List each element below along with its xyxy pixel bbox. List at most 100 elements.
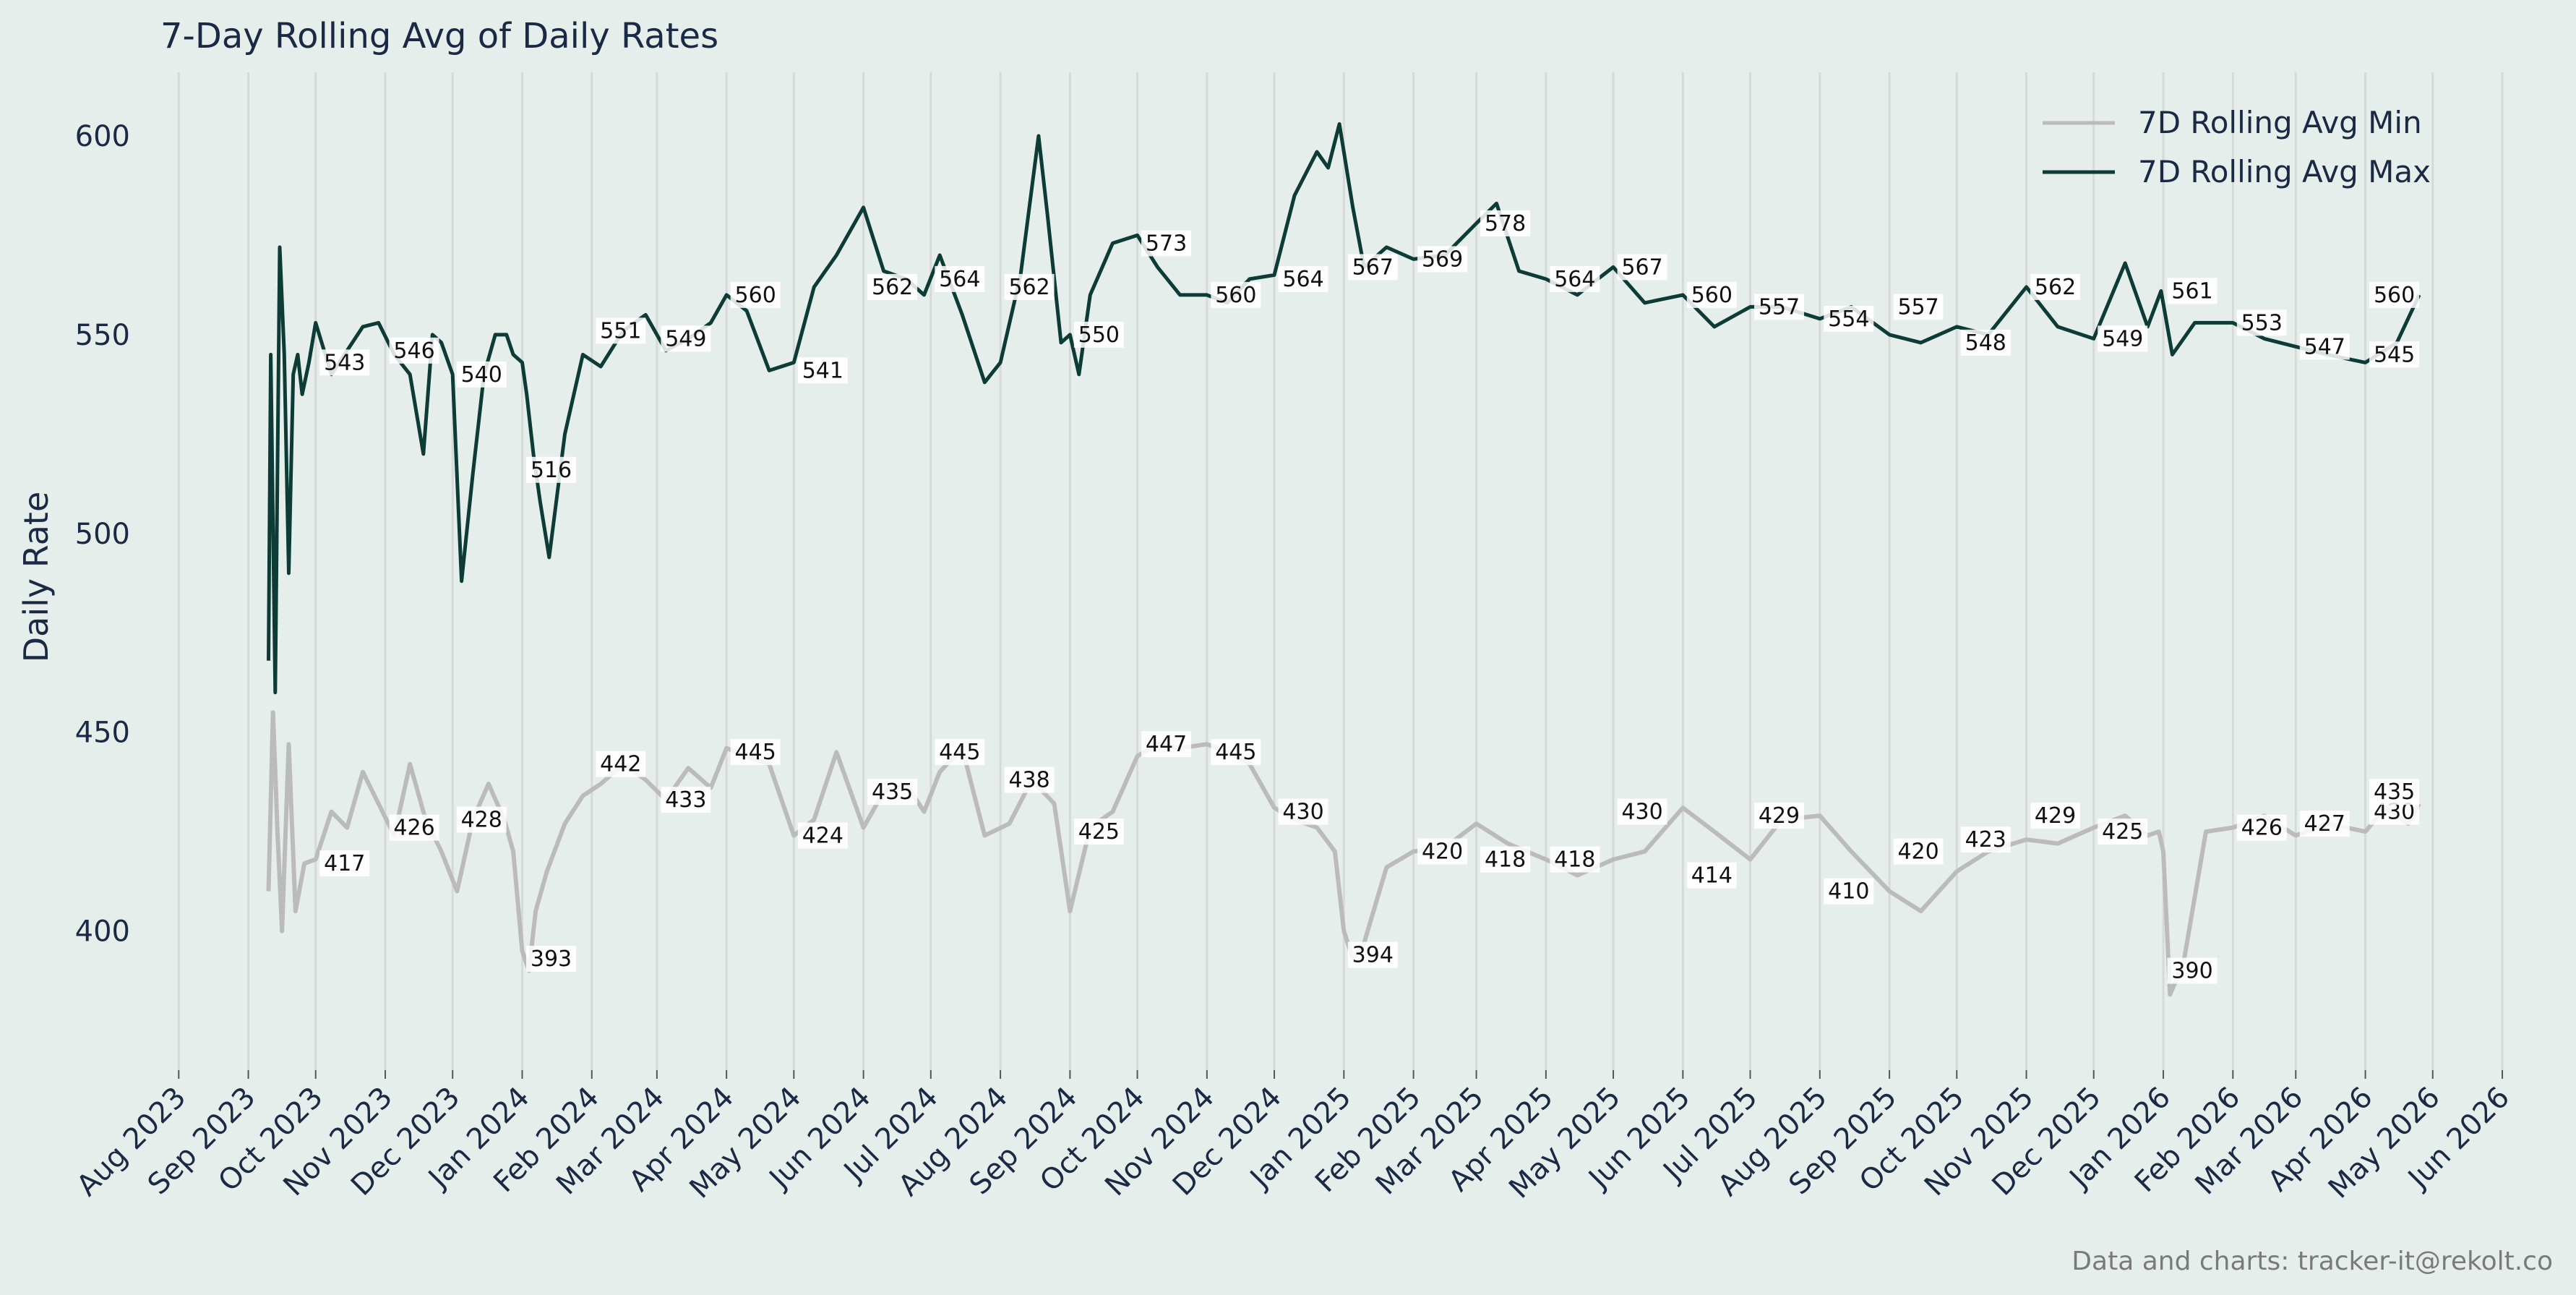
max-annotation: 573 (1141, 230, 1192, 257)
annotations: 417 426 428 393 442 433 445 424 435 445 438 425 447 4… (319, 210, 2420, 984)
annotation-value: 560 (2374, 283, 2415, 308)
annotation-value: 429 (1759, 803, 1800, 829)
legend-label-max: 7D Rolling Avg Max (2138, 154, 2431, 189)
min-annotation: 426 (2236, 814, 2287, 841)
min-annotation: 445 (1211, 739, 1261, 766)
annotation-box (2030, 273, 2081, 300)
annotation-box (1480, 846, 1531, 873)
annotation-value: 553 (2241, 310, 2283, 335)
annotation-value: 569 (1422, 247, 1463, 272)
footer-credit: Data and charts: tracker-it@rekolt.co (2071, 1247, 2553, 1276)
annotation-box (1686, 281, 1737, 308)
annotation-box (389, 337, 439, 364)
annotation-box (661, 787, 711, 813)
annotation-box (319, 349, 370, 376)
annotation-box (1960, 826, 2011, 853)
min-annotation: 429 (1754, 803, 1805, 829)
annotation-value: 546 (393, 338, 434, 364)
annotation-value: 420 (1422, 839, 1463, 865)
annotation-value: 420 (1897, 839, 1939, 865)
annotation-value: 562 (872, 275, 913, 300)
annotation-box (797, 822, 848, 849)
annotation-box (456, 361, 507, 388)
annotation-box (1754, 803, 1805, 829)
annotation-box (2098, 819, 2148, 845)
annotation-value: 562 (1008, 275, 1049, 300)
annotation-box (797, 357, 848, 384)
annotation-value: 564 (1554, 267, 1595, 292)
annotation-value: 564 (1282, 267, 1323, 292)
annotation-box (2030, 803, 2081, 829)
annotation-value: 554 (1828, 307, 1869, 332)
annotation-box (661, 325, 711, 352)
annotation-box (2098, 325, 2148, 352)
annotation-value: 425 (2102, 819, 2143, 845)
max-annotation: 560 (2369, 281, 2420, 308)
annotation-box (1550, 265, 1600, 292)
annotation-value: 425 (1078, 819, 1120, 845)
min-annotation: 447 (1141, 731, 1192, 758)
annotation-value: 418 (1554, 847, 1595, 873)
annotation-value: 430 (1621, 800, 1662, 825)
annotation-value: 562 (2035, 275, 2076, 300)
min-annotation: 393 (526, 946, 576, 973)
annotation-value: 418 (1485, 847, 1526, 873)
annotation-value: 438 (1008, 768, 1049, 793)
annotation-value: 541 (802, 358, 843, 383)
annotation-box (867, 779, 918, 805)
annotation-value: 560 (1691, 283, 1733, 308)
annotation-box (1754, 294, 1805, 320)
annotation-box (526, 456, 576, 483)
annotation-value: 435 (2374, 779, 2415, 805)
annotation-value: 429 (2035, 803, 2076, 829)
annotation-value: 410 (1828, 879, 1869, 905)
max-annotation: 578 (1480, 210, 1531, 236)
max-annotation: 564 (935, 265, 985, 292)
max-annotation: 567 (1347, 254, 1398, 281)
max-annotation: 567 (1617, 254, 1667, 281)
annotation-value: 564 (939, 267, 980, 292)
annotation-value: 447 (1146, 732, 1187, 757)
annotation-box (1211, 281, 1261, 308)
annotation-box (1617, 798, 1667, 825)
annotation-value: 414 (1691, 863, 1733, 889)
annotation-box (2167, 278, 2217, 304)
annotation-value: 417 (324, 851, 365, 876)
min-annotation: 429 (2030, 803, 2081, 829)
annotation-value: 549 (665, 326, 706, 351)
annotation-value: 435 (872, 779, 913, 805)
annotation-box (1686, 862, 1737, 889)
annotation-box (389, 814, 439, 841)
annotation-box (2236, 309, 2287, 336)
min-annotation: 418 (1550, 846, 1600, 873)
annotation-value: 548 (1965, 330, 2006, 356)
annotation-box (867, 273, 918, 300)
annotation-box (1960, 329, 2011, 356)
min-annotation: 426 (389, 814, 439, 841)
annotation-value: 426 (2241, 816, 2283, 841)
max-annotation: 540 (456, 361, 507, 388)
annotation-box (1073, 819, 1124, 845)
max-annotation: 550 (1073, 321, 1124, 348)
max-annotation: 551 (596, 317, 646, 344)
min-annotation: 438 (1004, 766, 1055, 793)
annotation-box (2369, 341, 2420, 368)
y-axis-ticks: 400 450 500 550 600 (75, 120, 130, 949)
annotation-value: 394 (1352, 943, 1394, 968)
min-annotation: 394 (1347, 941, 1398, 968)
annotation-value: 445 (1215, 740, 1256, 765)
y-tick-label: 450 (75, 717, 130, 750)
max-annotation: 564 (1550, 265, 1600, 292)
max-annotation: 553 (2236, 309, 2287, 336)
annotation-value: 442 (600, 752, 641, 777)
max-annotation: 560 (1211, 281, 1261, 308)
min-annotation: 435 (2369, 779, 2420, 805)
max-annotation: 547 (2299, 333, 2350, 360)
annotation-box (596, 317, 646, 344)
max-annotation: 516 (526, 456, 576, 483)
annotation-value: 545 (2374, 342, 2415, 367)
annotation-value: 561 (2171, 278, 2212, 304)
annotation-box (319, 850, 370, 877)
annotation-value: 549 (2102, 326, 2143, 351)
max-annotation: 557 (1893, 294, 1944, 320)
